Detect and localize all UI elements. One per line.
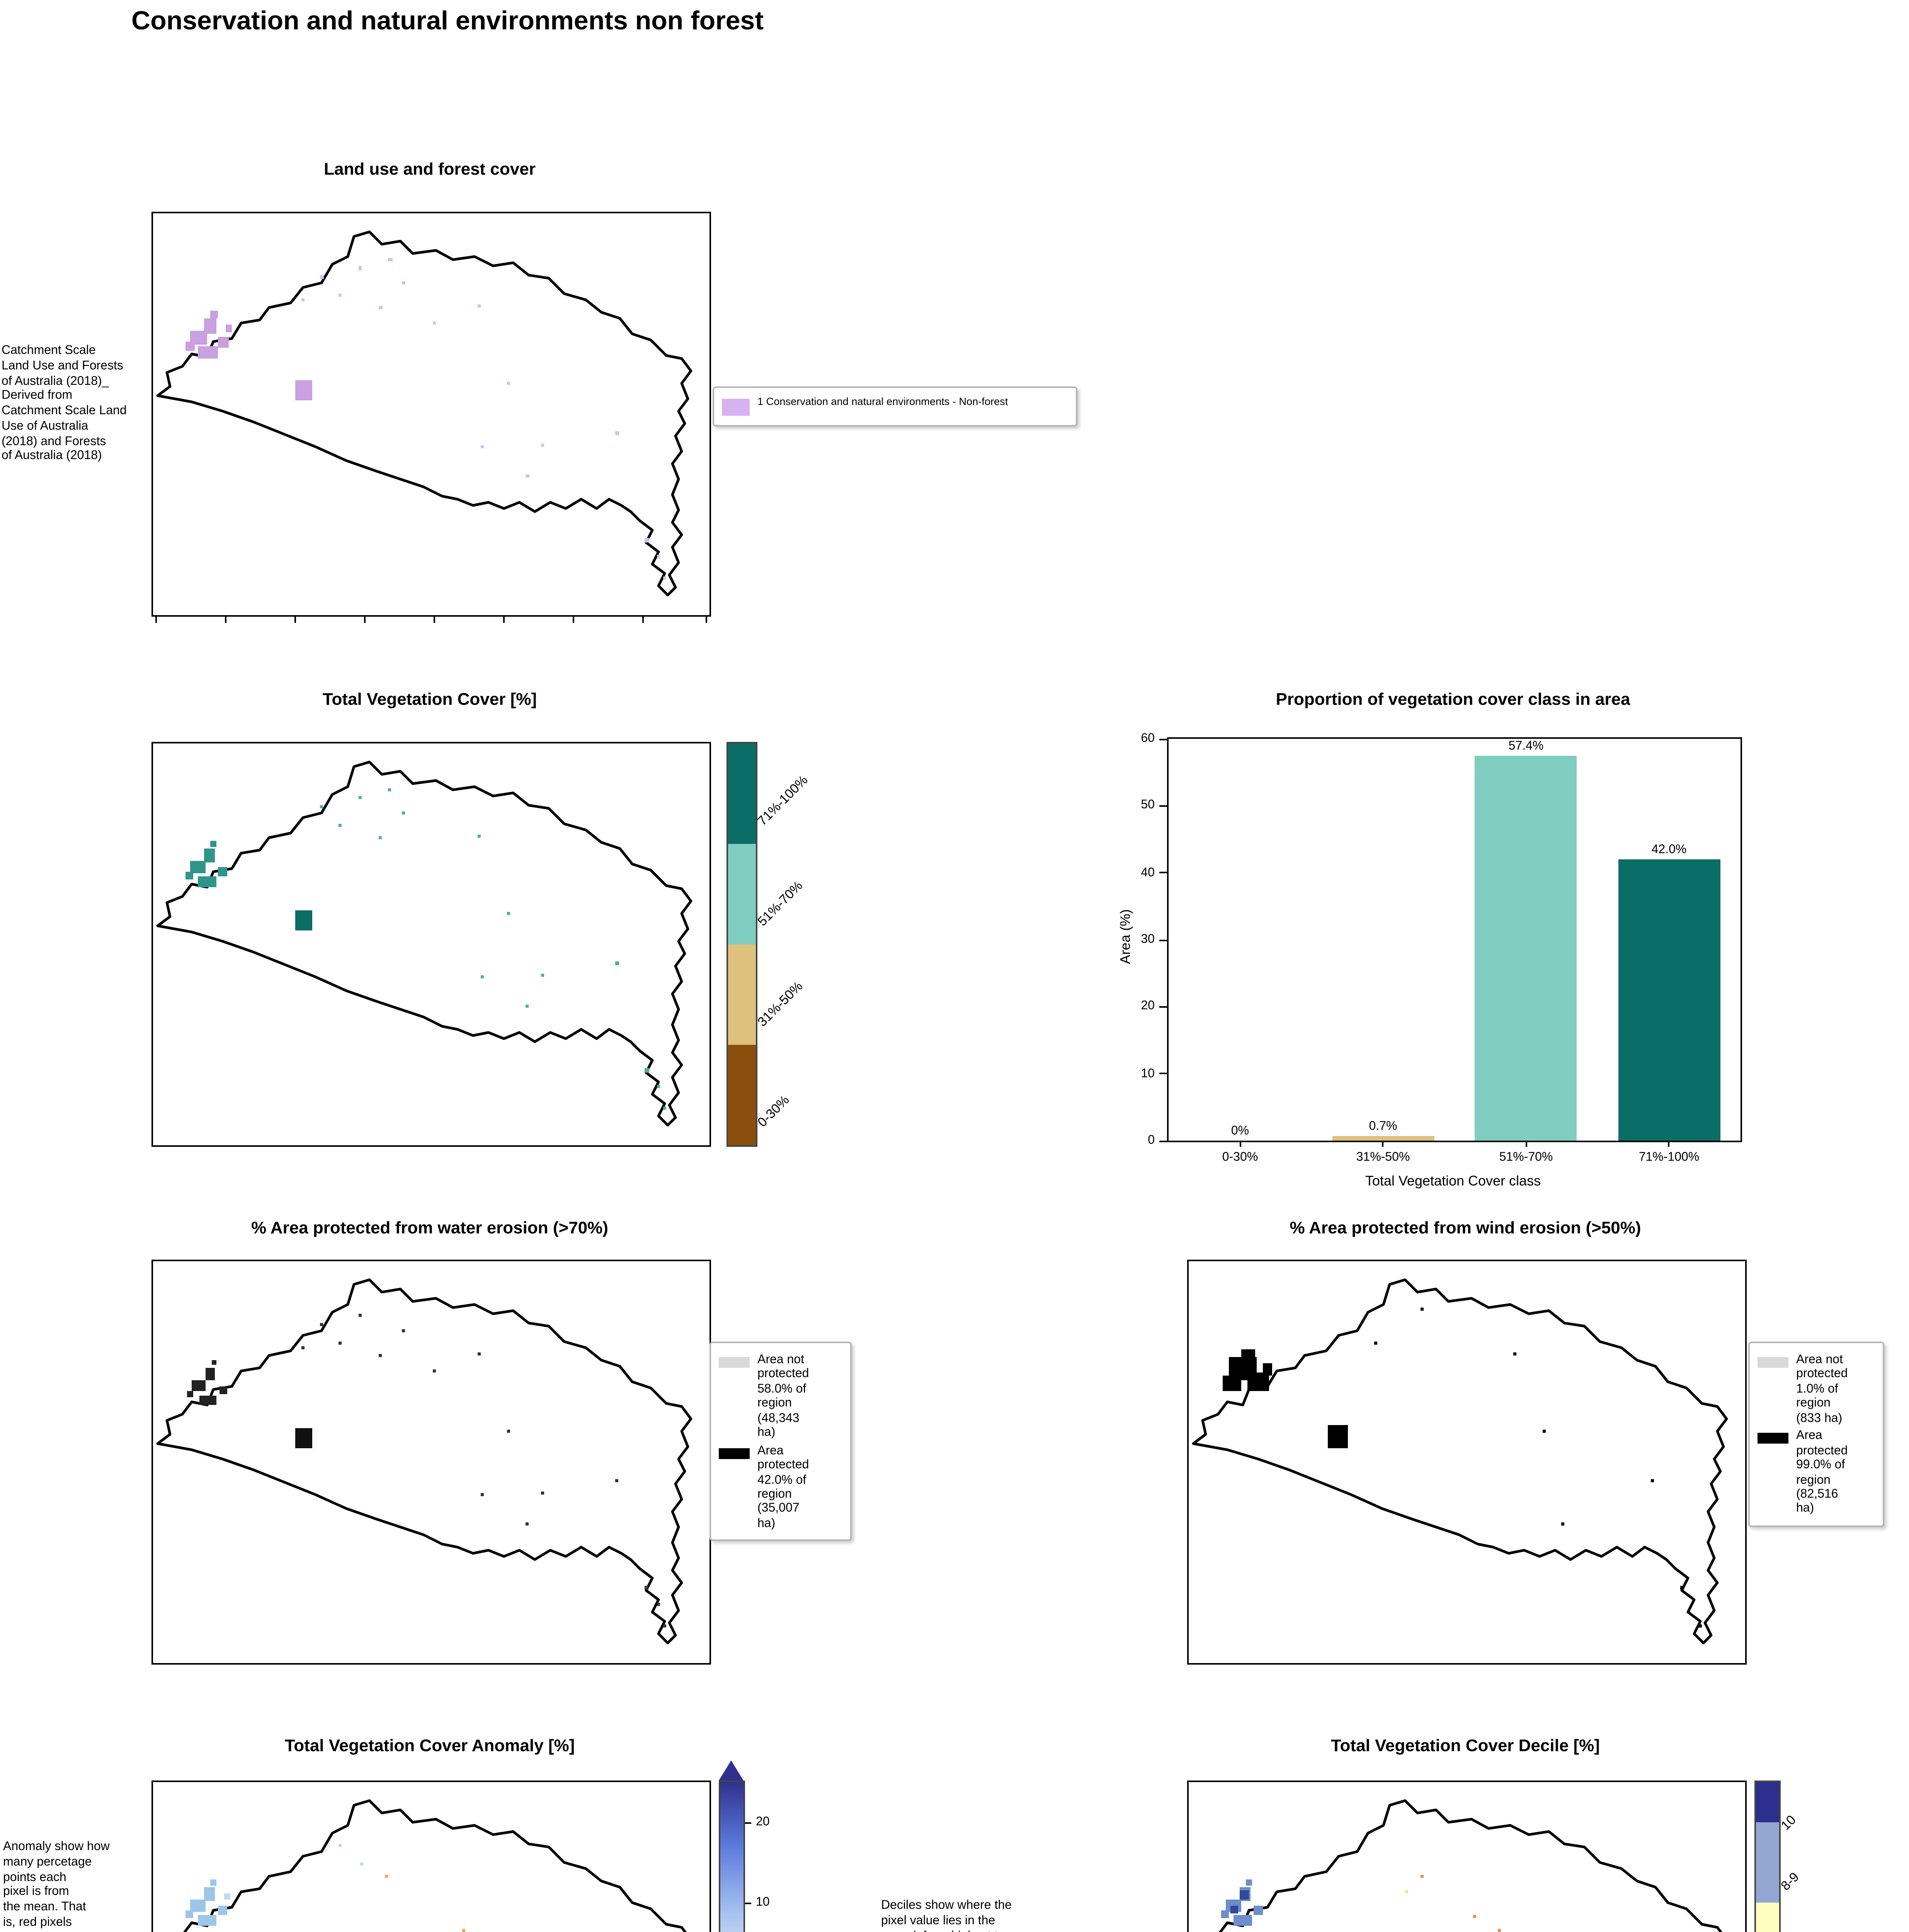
decile-colorbar-label: 10	[1777, 1811, 1799, 1833]
landuse-caption: Catchment Scale Land Use and Forests of …	[2, 343, 127, 463]
decile-map	[1187, 1781, 1747, 1932]
wind-erosion-patches	[1223, 1308, 1702, 1628]
x-tick-label: 0-30%	[1222, 1150, 1258, 1164]
x-tick-label: 51%-70%	[1499, 1150, 1553, 1164]
decile-colorbar-segment	[1756, 1782, 1779, 1822]
decile-colorbar-segment	[1756, 1822, 1779, 1903]
landuse-legend-entry: 1 Conservation and natural environments …	[722, 397, 1068, 416]
water-erosion-legend-entry: Area not protected 58.0% of region (48,3…	[719, 1352, 842, 1440]
vegcover-patches	[185, 788, 666, 1110]
bar-71%-100%	[1618, 859, 1720, 1141]
x-tick	[1239, 1141, 1241, 1147]
anomaly-colorbar-upper-arrow	[719, 1760, 744, 1781]
water-erosion-legend-swatch	[719, 1357, 750, 1368]
anomaly-caption: Anomaly show how many percetage points e…	[3, 1839, 110, 1932]
x-tick	[1525, 1141, 1527, 1147]
landuse-patches	[185, 258, 666, 580]
water-erosion-legend-label: Area not protected 58.0% of region (48,3…	[757, 1352, 809, 1439]
water-erosion-legend-entry: Area protected 42.0% of region (35,007 h…	[719, 1443, 842, 1531]
landuse-legend: 1 Conservation and natural environments …	[713, 386, 1077, 427]
bar-value-label: 42.0%	[1651, 842, 1687, 856]
vegcover-map	[151, 742, 711, 1147]
wind-erosion-legend-entry: Area not protected 1.0% of region (833 h…	[1758, 1352, 1875, 1425]
catchment-outline	[158, 232, 691, 595]
anomaly-patches	[185, 1844, 465, 1932]
y-tick	[1159, 1006, 1167, 1008]
vegcover-panel-title: Total Vegetation Cover [%]	[322, 691, 537, 709]
wind-erosion-legend: Area not protected 1.0% of region (833 h…	[1748, 1342, 1884, 1527]
y-tick-label: 10	[1141, 1066, 1155, 1080]
x-tick-label: 71%-100%	[1638, 1150, 1700, 1164]
wind-erosion-legend-label: Area not protected 1.0% of region (833 h…	[1796, 1352, 1848, 1425]
wind-erosion-legend-swatch	[1758, 1433, 1788, 1444]
vegcover-colorbar-segment	[728, 743, 756, 844]
landuse-legend-label: 1 Conservation and natural environments …	[757, 397, 1008, 408]
wind-erosion-map	[1187, 1260, 1747, 1665]
anomaly-panel-title: Total Vegetation Cover Anomaly [%]	[284, 1737, 575, 1756]
wind-erosion-legend-swatch	[1758, 1357, 1788, 1368]
wind-erosion-panel-title: % Area protected from wind erosion (>50%…	[1290, 1219, 1641, 1238]
y-tick	[1159, 805, 1167, 807]
wind-erosion-legend-entry: Area protected 99.0% of region (82,516 h…	[1758, 1429, 1875, 1516]
bar-value-label: 0%	[1231, 1124, 1249, 1138]
x-tick	[1382, 1141, 1384, 1147]
vegcover-colorbar: 71%-100% 51%-70% 31%-50% 0-30%	[727, 742, 811, 1147]
decile-colorbar: 108-94-72-31	[1754, 1781, 1802, 1932]
y-tick-label: 50	[1141, 798, 1155, 812]
decile-caption: Deciles show where the pixel value lies …	[881, 1898, 1012, 1932]
page-title: Conservation and natural environments no…	[131, 6, 764, 36]
y-tick	[1159, 939, 1167, 940]
y-tick-label: 20	[1141, 999, 1155, 1013]
anomaly-colorbar-tick-label: 20	[756, 1815, 770, 1828]
vegetation-cover-bar-chart: 0 10 20 30 40 50 60 0% 0-30% 0.7% 31%-50% 57.4% 51%-…	[1141, 731, 1742, 1164]
chart-x-axis-label: Total Vegetation Cover class	[1365, 1173, 1541, 1189]
y-tick-label: 40	[1141, 865, 1155, 879]
x-tick	[1668, 1141, 1670, 1147]
anomaly-colorbar: 20100−10−20	[719, 1781, 770, 1932]
y-tick-label: 0	[1148, 1133, 1155, 1147]
x-tick-label: 31%-50%	[1356, 1150, 1410, 1164]
y-tick-label: 30	[1141, 932, 1155, 946]
y-tick	[1159, 738, 1167, 740]
y-tick-label: 60	[1141, 731, 1155, 745]
vegcover-colorbar-segment	[728, 844, 756, 944]
vegcover-colorbar-label: 51%-70%	[754, 877, 806, 928]
chart-title: Proportion of vegetation cover class in …	[1276, 691, 1630, 709]
vegcover-colorbar-segment	[728, 1045, 756, 1145]
vegcover-colorbar-label: 0-30%	[754, 1091, 792, 1129]
water-erosion-legend: Area not protected 58.0% of region (48,3…	[709, 1342, 852, 1541]
water-erosion-panel-title: % Area protected from water erosion (>70…	[251, 1219, 608, 1238]
anomaly-colorbar-tick	[745, 1903, 751, 1904]
landuse-panel-title: Land use and forest cover	[324, 161, 536, 179]
decile-colorbar-label: 8-9	[1777, 1869, 1802, 1893]
vegcover-colorbar-label: 31%-50%	[754, 977, 806, 1029]
water-erosion-legend-label: Area protected 42.0% of region (35,007 h…	[757, 1443, 809, 1530]
bar-51%-70%	[1475, 756, 1577, 1141]
anomaly-colorbar-tick-label: 10	[756, 1895, 770, 1909]
decile-patches	[1221, 1875, 1501, 1932]
anomaly-colorbar-tick	[745, 1822, 751, 1824]
bar-value-label: 0.7%	[1369, 1119, 1397, 1133]
decile-panel-title: Total Vegetation Cover Decile [%]	[1331, 1737, 1600, 1756]
landuse-legend-swatch	[722, 399, 750, 416]
y-tick	[1159, 872, 1167, 874]
water-erosion-legend-swatch	[719, 1447, 750, 1459]
y-tick	[1159, 1140, 1167, 1141]
y-tick	[1159, 1073, 1167, 1075]
decile-colorbar-segment	[1756, 1903, 1779, 1932]
bar-value-label: 57.4%	[1508, 739, 1544, 753]
x-axis-ticks	[155, 615, 707, 623]
landuse-map	[151, 212, 711, 623]
wind-erosion-legend-label: Area protected 99.0% of region (82,516 h…	[1796, 1428, 1848, 1515]
vegcover-colorbar-label: 71%-100%	[754, 771, 811, 828]
water-erosion-map	[151, 1260, 711, 1665]
bar-31%-50%	[1332, 1136, 1434, 1141]
water-erosion-patches	[187, 1314, 666, 1628]
anomaly-map	[151, 1781, 711, 1932]
vegcover-colorbar-segment	[728, 944, 756, 1045]
